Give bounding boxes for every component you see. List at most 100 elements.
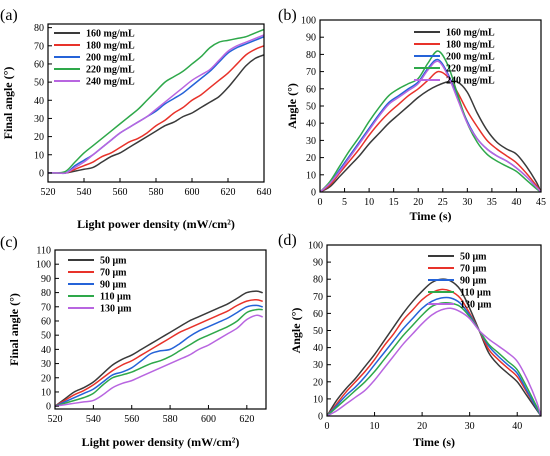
legend-label: 180 mg/mL	[446, 40, 495, 51]
y-tick-label: 70	[306, 67, 316, 78]
x-tick-label: 580	[149, 187, 164, 198]
y-axis-title: Angle (°)	[289, 308, 303, 354]
legend-label: 90 μm	[460, 276, 487, 287]
x-tick-label: 600	[201, 414, 216, 425]
legend-label: 90 μm	[100, 280, 127, 291]
y-tick-label: 60	[41, 316, 51, 327]
y-tick-label: 70	[41, 302, 51, 313]
y-tick-label: 0	[39, 168, 44, 179]
series-line-2	[327, 288, 541, 416]
series-line-2	[320, 70, 541, 192]
y-axis-title: Final angle (°)	[1, 67, 15, 140]
y-tick-label: 10	[34, 150, 44, 161]
series-line-3	[48, 35, 264, 175]
y-tick-label: 60	[313, 309, 323, 320]
x-tick-label: 540	[77, 187, 92, 198]
y-tick-label: 80	[313, 275, 323, 286]
x-tick-label: 600	[185, 187, 200, 198]
x-tick-label: 620	[221, 187, 236, 198]
series-line-3	[327, 296, 541, 416]
series-line-2	[48, 45, 264, 174]
x-tick-label: 5	[342, 197, 347, 208]
panel-b: (b) 0 5 10 15 20 25 30 35 40 45 0 10 20 30 40 50 60 70 80 90…	[278, 7, 546, 223]
y-tick-label: 40	[306, 119, 316, 130]
x-tick-label: 20	[413, 197, 423, 208]
y-tick-label: 20	[34, 132, 44, 143]
panel-label: (a)	[0, 7, 18, 24]
legend-label: 110 μm	[460, 288, 492, 299]
y-tick-label: 90	[41, 274, 51, 285]
y-tick-label: 30	[313, 360, 323, 371]
x-tick-label: 560	[113, 187, 128, 198]
y-axis-title: Angle (°)	[285, 83, 299, 129]
legend-label: 220 mg/mL	[446, 64, 495, 75]
y-tick-label: 100	[36, 260, 51, 271]
legend-label: 200 mg/mL	[446, 52, 495, 63]
x-axis-title: Light power density (mW/cm²)	[77, 217, 235, 231]
y-tick-label: 60	[306, 84, 316, 95]
x-tick-label: 640	[257, 187, 272, 198]
x-tick-label: 520	[41, 187, 56, 198]
y-tick-label: 80	[41, 288, 51, 299]
x-axis-title: Time (s)	[413, 435, 455, 449]
y-tick-label: 30	[41, 359, 51, 370]
series-line-4	[327, 301, 541, 416]
series-group	[320, 50, 541, 192]
legend-label: 50 μm	[460, 252, 487, 263]
x-tick-label: 40	[511, 197, 521, 208]
series-line-4	[55, 308, 263, 407]
y-tick-label: 20	[41, 373, 51, 384]
x-tick-label: 0	[325, 421, 330, 432]
x-tick-label: 520	[48, 414, 63, 425]
legend-label: 240 mg/mL	[446, 76, 495, 87]
series-line-3	[55, 304, 263, 407]
panel-label: (d)	[278, 232, 297, 249]
series-line-4	[48, 28, 264, 174]
y-tick-label: 40	[313, 343, 323, 354]
series-group	[327, 278, 541, 416]
series-line-1	[55, 290, 263, 407]
series-line-5	[327, 307, 541, 416]
y-tick-label: 20	[306, 153, 316, 164]
series-line-4	[320, 50, 541, 192]
panel-a: (a) 520 540 560 580 600 620 640 0 10 20 30 40 50 60 70 8…	[0, 7, 272, 231]
x-axis-title: Light power density (mW/cm²)	[82, 435, 240, 449]
y-tick-label: 90	[313, 258, 323, 269]
y-tick-label: 80	[34, 23, 44, 34]
y-tick-label: 100	[301, 16, 316, 27]
y-axis-title: Final angle (°)	[7, 293, 21, 366]
y-tick-label: 40	[41, 345, 51, 356]
panel-d: (d) 0 10 20 30 40 0 10 20 30 40 50 60 70 80 90 100 Time (…	[278, 232, 542, 449]
y-tick-label: 60	[34, 59, 44, 70]
x-tick-label: 25	[438, 197, 448, 208]
plot-frame	[326, 244, 542, 417]
y-tick-label: 70	[313, 292, 323, 303]
x-tick-label: 10	[370, 421, 380, 432]
x-tick-label: 30	[462, 197, 472, 208]
legend-label: 130 μm	[100, 304, 132, 315]
y-tick-label: 20	[313, 377, 323, 388]
panel-c: (c) 520 540 560 580 600 620 0 10 20 30 40 50 60 70 80 90…	[0, 234, 267, 449]
x-tick-label: 580	[163, 414, 178, 425]
x-tick-label: 10	[364, 197, 374, 208]
legend-label: 110 μm	[100, 292, 132, 303]
series-line-1	[48, 54, 264, 174]
x-tick-label: 20	[417, 421, 427, 432]
y-tick-label: 40	[34, 96, 44, 107]
y-tick-label: 0	[46, 402, 51, 413]
x-tick-label: 35	[487, 197, 497, 208]
y-tick-label: 30	[306, 136, 316, 147]
legend-label: 50 μm	[100, 256, 127, 267]
series-group	[55, 290, 263, 407]
y-tick-label: 10	[41, 387, 51, 398]
legend-label: 180 mg/mL	[86, 41, 135, 52]
panel-label: (b)	[278, 7, 297, 24]
series-group	[48, 28, 264, 175]
legend-label: 160 mg/mL	[86, 29, 135, 40]
legend-label: 240 mg/mL	[86, 77, 135, 88]
legend-label: 160 mg/mL	[446, 28, 495, 39]
y-tick-label: 50	[313, 326, 323, 337]
